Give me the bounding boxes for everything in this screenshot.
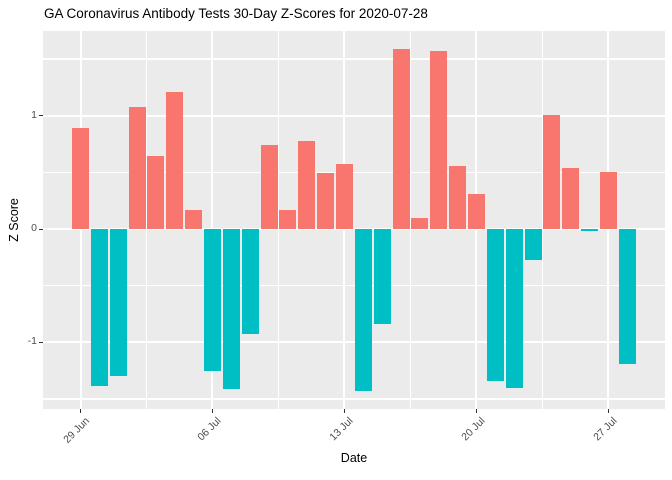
bar-2020-07-28: [618, 229, 636, 364]
bar-2020-07-03: [147, 156, 165, 229]
chart-title: GA Coronavirus Antibody Tests 30-Day Z-S…: [44, 6, 428, 21]
gridline-x-minor: [145, 31, 148, 409]
bar-2020-07-16: [392, 48, 410, 229]
bar-2020-07-02: [128, 106, 146, 229]
bar-2020-07-05: [185, 209, 203, 229]
bar-2020-07-13: [335, 164, 353, 229]
gridline-y-minor: [43, 398, 665, 400]
bar-2020-07-26: [581, 229, 599, 232]
y-tick-mark: [39, 228, 43, 230]
x-tick-mark: [80, 409, 81, 413]
x-tick-mark: [343, 409, 345, 413]
gridline-y-minor: [43, 284, 665, 287]
x-tick-label: 27 Jul: [591, 415, 620, 444]
plot-panel: [43, 31, 665, 409]
bar-2020-06-30: [90, 229, 108, 387]
gridline-x-minor: [541, 31, 544, 409]
gridline-x-minor: [409, 31, 412, 409]
gridline-y-minor: [43, 171, 665, 174]
y-tick-label: 0: [31, 222, 37, 234]
bar-2020-07-19: [449, 165, 467, 229]
bar-2020-07-06: [203, 229, 221, 371]
bar-2020-07-14: [354, 229, 372, 392]
bar-2020-07-04: [166, 91, 184, 229]
y-axis-title: Z Score: [7, 198, 21, 242]
gridline-x-minor: [277, 31, 280, 409]
bar-2020-07-07: [222, 229, 240, 389]
x-tick-mark: [475, 409, 477, 413]
y-tick-label: -1: [27, 335, 37, 348]
x-tick-label: 06 Jul: [195, 415, 224, 444]
bar-2020-07-23: [524, 229, 542, 260]
bar-2020-07-21: [486, 229, 504, 381]
x-tick-mark: [607, 409, 609, 413]
bar-2020-07-22: [505, 229, 523, 388]
bar-2020-07-25: [562, 167, 580, 229]
x-tick-label: 13 Jul: [327, 415, 356, 444]
bar-2020-07-10: [279, 209, 297, 229]
gridline-x-major: [211, 31, 214, 409]
bar-2020-07-01: [109, 229, 127, 377]
y-tick-mark: [39, 341, 43, 343]
bar-2020-06-29: [72, 128, 89, 229]
bar-2020-07-08: [241, 229, 259, 335]
y-tick-label: 1: [31, 108, 37, 121]
bar-2020-07-24: [543, 114, 561, 229]
gridline-y-minor: [43, 58, 665, 60]
bar-2020-07-11: [298, 140, 316, 229]
bar-2020-07-17: [411, 217, 429, 229]
gridline-y-major: [43, 341, 665, 344]
y-tick-mark: [39, 115, 43, 117]
bar-2020-07-18: [430, 51, 448, 229]
bar-2020-07-09: [260, 145, 278, 229]
bar-2020-07-12: [317, 173, 335, 229]
bar-2020-07-15: [373, 229, 391, 325]
x-tick-label: 20 Jul: [459, 415, 488, 444]
gridline-y-major: [43, 228, 665, 230]
x-axis-title: Date: [340, 451, 368, 465]
bar-2020-07-20: [467, 193, 485, 229]
bar-2020-07-27: [599, 172, 617, 229]
x-tick-mark: [211, 409, 213, 413]
x-tick-label: 29 Jun: [61, 415, 92, 446]
gridline-y-major: [43, 114, 665, 117]
